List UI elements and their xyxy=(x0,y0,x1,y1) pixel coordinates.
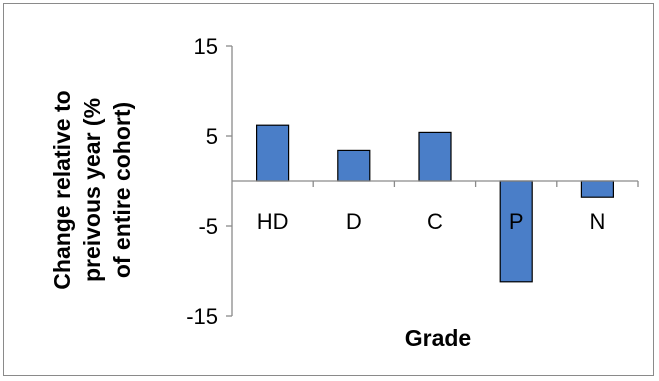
bar-n xyxy=(580,180,615,198)
y-tick-label: 5 xyxy=(206,124,218,149)
y-axis-ticks: 15 5 -5 -15 xyxy=(186,34,232,329)
y-tick-label: -5 xyxy=(198,214,218,239)
bars xyxy=(256,124,615,283)
bar-d xyxy=(337,149,371,182)
bar-c xyxy=(418,131,452,182)
bar-p xyxy=(499,180,533,283)
y-axis-title-line-1: Change relative to xyxy=(49,90,75,289)
y-axis-title-line-3: of entire cohort) xyxy=(109,102,135,278)
y-axis-title: Change relative to preivous year (% of e… xyxy=(49,90,135,289)
x-tick-label-hd: HD xyxy=(257,209,289,234)
x-tick-label-c: C xyxy=(427,209,443,234)
chart-frame xyxy=(3,3,654,376)
y-axis-title-line-2: preivous year (% xyxy=(79,98,105,282)
x-axis-ticks: HD D C P N xyxy=(257,181,639,234)
x-tick-label-n: N xyxy=(589,209,605,234)
bar-hd xyxy=(256,124,290,182)
x-axis-title: Grade xyxy=(405,325,471,351)
axes xyxy=(231,46,638,316)
x-tick-label-d: D xyxy=(346,209,362,234)
x-tick-label-p: P xyxy=(509,209,524,234)
y-tick-label: 15 xyxy=(194,34,218,59)
y-tick-label: -15 xyxy=(186,304,218,329)
